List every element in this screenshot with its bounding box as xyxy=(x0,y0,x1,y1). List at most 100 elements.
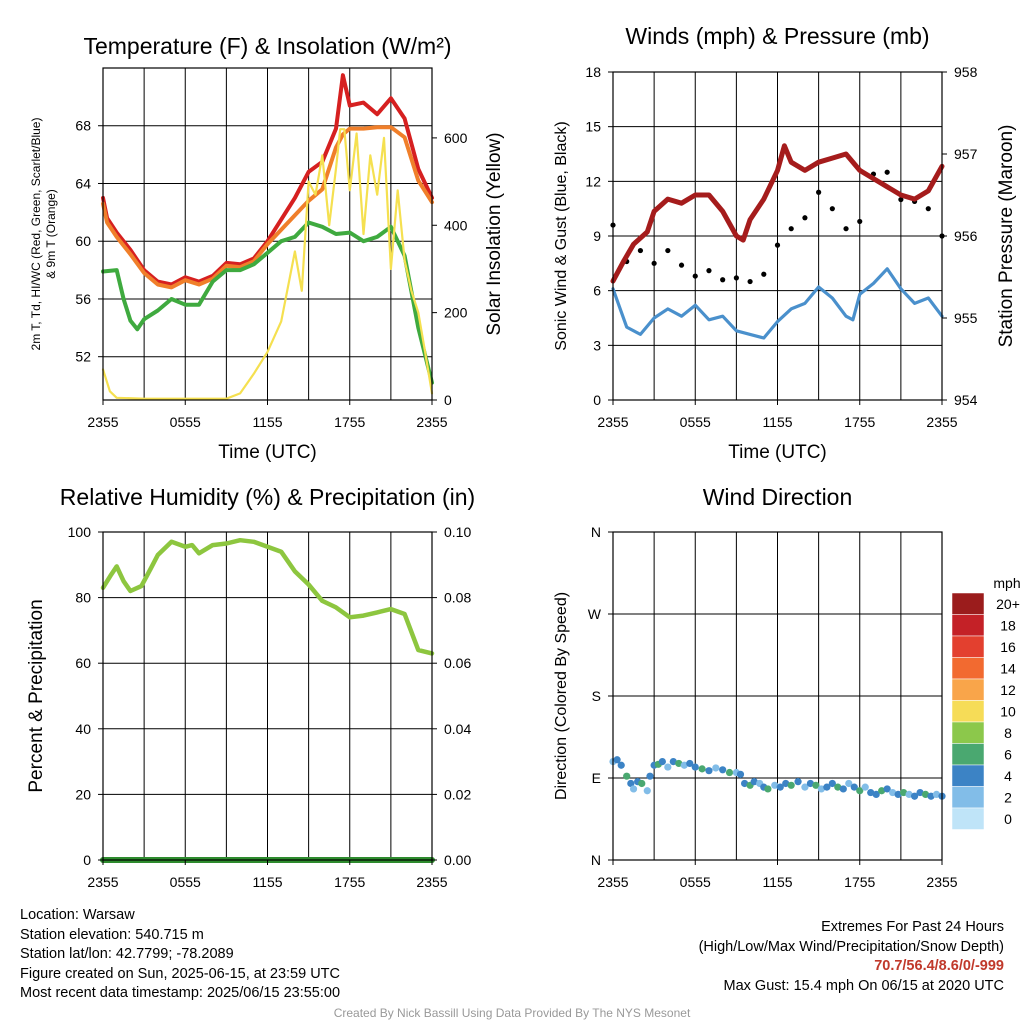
y-tick-label: 20 xyxy=(75,786,91,802)
wind-direction-point xyxy=(900,788,908,797)
y-tick-label: 0 xyxy=(83,852,91,868)
gust-point xyxy=(747,278,753,285)
y-tick-label: 15 xyxy=(585,119,601,135)
wind-direction-point xyxy=(850,783,858,791)
rh-line xyxy=(100,537,435,656)
y2-axis-label: Solar Insolation (Yellow) xyxy=(484,132,505,335)
extremes-heading: Extremes For Past 24 Hours xyxy=(821,919,1004,935)
wind-direction-point xyxy=(764,785,772,793)
dewpoint-line xyxy=(101,220,434,385)
gust-point xyxy=(857,218,863,225)
chart-panel-3: 2355 0555 1155 1755 2355 0 20 40 60 80 100 0.00 0.02… xyxy=(26,484,475,890)
gust-point xyxy=(829,206,835,212)
colorbar-label: 0 xyxy=(1004,811,1012,827)
wind-direction-point xyxy=(861,783,869,791)
y-tick-label: 56 xyxy=(75,291,91,307)
station-elevation: Station elevation: 540.715 m xyxy=(20,926,204,943)
y-tick-label: 12 xyxy=(585,173,601,189)
y-tick-label: 3 xyxy=(593,337,601,353)
chart-panel-1: 2355 0555 1155 1755 2355 52 56 60 64 68 0 200 400 600… xyxy=(29,33,505,463)
chart-title: Wind Direction xyxy=(703,484,853,510)
station-location: Location: Warsaw xyxy=(20,907,135,923)
y-axis-label: Direction (Colored By Speed) xyxy=(553,592,570,800)
y-tick-label: 60 xyxy=(75,233,91,249)
colorbar-label: 6 xyxy=(1004,747,1012,763)
colorbar-swatch xyxy=(951,807,985,830)
colorbar-label: 4 xyxy=(1004,768,1012,784)
wind-direction-point xyxy=(867,788,875,797)
wind-direction-point xyxy=(872,790,880,799)
gust-point xyxy=(788,226,794,232)
wind-direction-point xyxy=(878,787,886,795)
y2-tick-label: 400 xyxy=(444,217,468,233)
y2-tick-label: 0.00 xyxy=(444,852,471,868)
x-tick-label: 2355 xyxy=(597,874,628,890)
wind-direction-point xyxy=(675,759,683,768)
x-tick-label: 0555 xyxy=(170,874,201,890)
y2-tick-label: 0.08 xyxy=(444,590,471,606)
gust-point xyxy=(637,247,644,254)
wind-direction-point xyxy=(910,792,919,800)
wind-direction-point xyxy=(932,790,941,799)
colorbar-label: 20+ xyxy=(996,596,1020,612)
y-tick-label: 100 xyxy=(68,524,92,540)
x-tick-label: 2355 xyxy=(87,414,118,430)
wind-direction-point xyxy=(828,779,836,788)
x-tick-label: 1755 xyxy=(334,874,365,890)
recent-timestamp: Most recent data timestamp: 2025/06/15 2… xyxy=(20,985,341,1001)
y-tick-label: N xyxy=(591,852,601,868)
wind-direction-point xyxy=(889,788,897,797)
wind-line xyxy=(611,267,944,340)
y-tick-label: 0 xyxy=(593,392,601,408)
colorbar-swatch xyxy=(951,614,985,637)
gust-point xyxy=(843,226,849,232)
pressure-line xyxy=(610,143,945,284)
colorbar-swatch xyxy=(951,721,985,744)
y2-tick-label: 0 xyxy=(444,392,452,408)
wind-direction-point xyxy=(894,790,902,799)
colorbar-swatch xyxy=(951,657,985,680)
wind-direction-point xyxy=(839,785,847,793)
gust-point xyxy=(720,277,726,283)
x-tick-label: 1155 xyxy=(762,874,792,890)
wind-direction-point xyxy=(638,779,646,788)
y2-tick-label: 0.10 xyxy=(444,524,471,540)
x-tick-label: 2355 xyxy=(87,874,118,890)
wind-direction-point xyxy=(691,763,699,771)
x-tick-label: 1755 xyxy=(844,414,875,430)
wind-direction-point xyxy=(921,790,930,799)
y-tick-label: E xyxy=(592,770,601,786)
figure-created: Figure created on Sun, 2025-06-15, at 23… xyxy=(20,965,340,982)
wind-direction-point xyxy=(646,772,654,780)
wind-direction-point xyxy=(725,768,734,777)
x-tick-label: 2355 xyxy=(926,874,957,890)
extremes-values: 70.7/56.4/8.6/0/-999 xyxy=(874,958,1004,974)
wind-direction-point xyxy=(741,779,749,788)
wind-direction-point xyxy=(719,766,727,774)
wind-direction-point xyxy=(916,788,924,797)
wind-direction-point xyxy=(613,756,621,764)
chart-panel-2: 2355 0555 1155 1755 2355 0 3 6 9 12 15 18 954 955 956 9… xyxy=(553,23,1017,463)
colorbar-label: 18 xyxy=(1000,618,1016,634)
station-latlon: Station lat/lon: 42.7799; -78.2089 xyxy=(20,946,234,962)
y2-tick-label: 200 xyxy=(444,305,468,321)
x-tick-label: 2355 xyxy=(926,414,957,430)
chart-panel-4: 2355 0555 1155 1755 2355 N E S W N Wind Direction D… xyxy=(553,484,1021,890)
y2-tick-label: 0.04 xyxy=(444,721,471,737)
colorbar-swatch xyxy=(951,764,985,787)
colorbar-swatch xyxy=(951,743,985,766)
wind-direction-point xyxy=(680,761,688,769)
wind-direction-point xyxy=(698,765,706,773)
wind-direction-point xyxy=(817,785,825,793)
chart-title: Relative Humidity (%) & Precipitation (i… xyxy=(60,484,475,510)
y-axis-label: Percent & Precipitation xyxy=(26,599,47,792)
wind-direction-point xyxy=(669,758,677,766)
y-axis-label: & 9m T (Orange) xyxy=(44,189,58,279)
x-tick-label: 0555 xyxy=(680,414,711,430)
colorbar-swatch xyxy=(951,786,985,809)
x-tick-label: 1155 xyxy=(252,874,282,890)
extremes-panel: Extremes For Past 24 Hours (High/Low/Max… xyxy=(699,918,1004,996)
gust-point xyxy=(692,273,698,279)
wind-direction-point xyxy=(658,758,666,766)
